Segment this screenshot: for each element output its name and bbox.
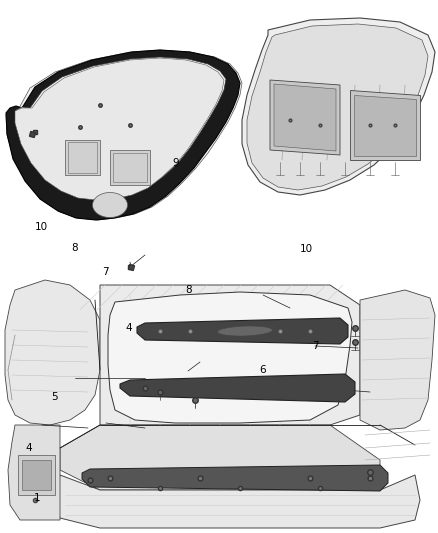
Polygon shape	[22, 460, 51, 490]
Text: 8: 8	[185, 286, 192, 295]
Text: 1: 1	[34, 494, 41, 503]
Text: 9: 9	[172, 158, 179, 167]
Polygon shape	[6, 50, 242, 220]
Text: 10: 10	[35, 222, 48, 231]
Polygon shape	[60, 425, 380, 490]
Text: 4: 4	[126, 323, 133, 333]
Polygon shape	[350, 90, 420, 160]
Polygon shape	[137, 318, 348, 344]
Polygon shape	[5, 280, 100, 425]
Polygon shape	[274, 84, 336, 151]
Polygon shape	[270, 80, 340, 155]
Polygon shape	[15, 58, 224, 200]
Polygon shape	[360, 290, 435, 430]
Text: 4: 4	[25, 443, 32, 453]
Polygon shape	[100, 285, 360, 425]
Polygon shape	[242, 18, 435, 195]
Polygon shape	[247, 24, 428, 190]
Polygon shape	[108, 292, 352, 423]
Text: 7: 7	[312, 342, 319, 351]
Text: 10: 10	[300, 245, 313, 254]
Ellipse shape	[92, 192, 127, 217]
Text: 8: 8	[71, 243, 78, 253]
Polygon shape	[65, 140, 100, 175]
Polygon shape	[82, 465, 388, 491]
Text: 5: 5	[51, 392, 58, 402]
Polygon shape	[18, 455, 55, 495]
Text: 7: 7	[102, 267, 109, 277]
Polygon shape	[8, 425, 60, 520]
Polygon shape	[55, 475, 420, 528]
Polygon shape	[6, 50, 240, 220]
Polygon shape	[354, 95, 416, 156]
Polygon shape	[110, 150, 150, 185]
Ellipse shape	[218, 326, 272, 336]
Polygon shape	[120, 374, 355, 402]
Polygon shape	[16, 57, 226, 199]
Text: 6: 6	[259, 366, 266, 375]
